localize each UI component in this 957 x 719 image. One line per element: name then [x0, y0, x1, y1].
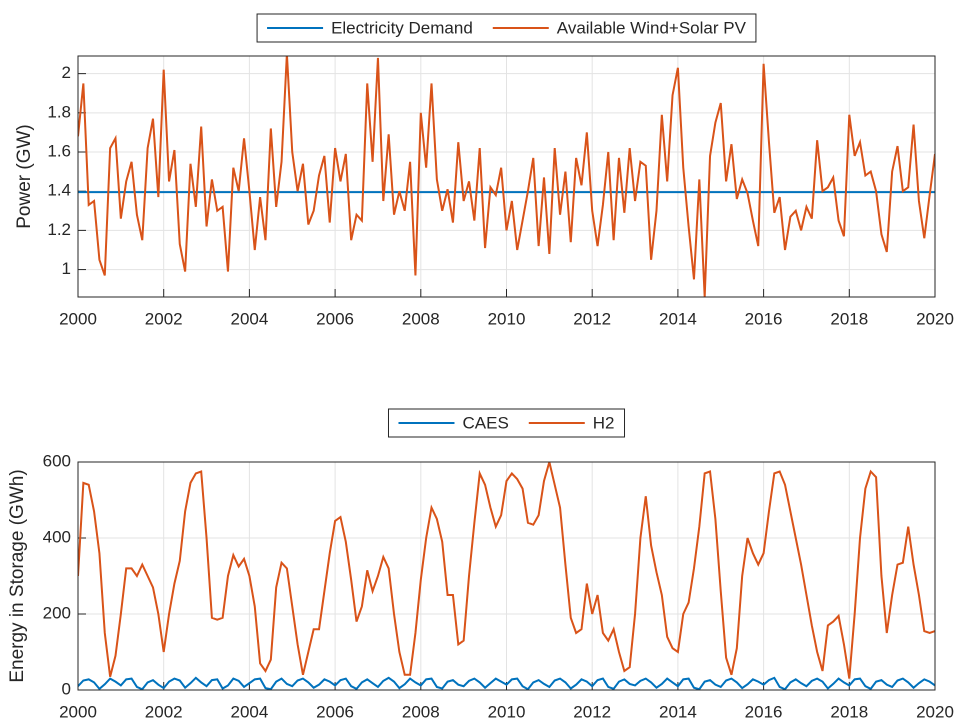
x-tick-label: 2002	[145, 309, 183, 328]
x-tick-label: 2012	[573, 309, 611, 328]
x-tick-label: 2018	[830, 702, 868, 719]
y-tick-label: 400	[43, 527, 71, 546]
legend: Electricity Demand Available Wind+Solar P…	[256, 13, 757, 43]
y-tick-label: 600	[43, 451, 71, 470]
y-tick-label: 2	[62, 63, 71, 82]
x-tick-label: 2004	[230, 702, 268, 719]
x-tick-label: 2020	[916, 309, 954, 328]
x-tick-label: 2018	[830, 309, 868, 328]
x-tick-label: 2008	[402, 309, 440, 328]
legend-label: Electricity Demand	[331, 18, 473, 37]
y-tick-label: 1.2	[47, 220, 71, 239]
y-tick-label: 1.6	[47, 141, 71, 160]
x-tick-label: 2004	[230, 309, 268, 328]
y-axis-label: Energy in Storage (GWh)	[7, 469, 28, 682]
x-tick-label: 2016	[745, 309, 783, 328]
x-tick-label: 2010	[488, 702, 526, 719]
x-tick-label: 2020	[916, 702, 954, 719]
legend-label: Available Wind+Solar PV	[557, 18, 747, 37]
x-tick-label: 2002	[145, 702, 183, 719]
y-tick-label: 1	[62, 259, 71, 278]
x-tick-label: 2006	[316, 309, 354, 328]
legend: CAES H2	[387, 408, 626, 438]
axes-box	[77, 55, 936, 298]
axes-box	[77, 461, 936, 691]
x-tick-label: 2010	[488, 309, 526, 328]
x-tick-label: 2006	[316, 702, 354, 719]
y-tick-label: 1.8	[47, 102, 71, 121]
data-line	[78, 676, 935, 690]
x-tick-label: 2014	[659, 309, 697, 328]
x-tick-label: 2016	[745, 702, 783, 719]
y-tick-label: 200	[43, 603, 71, 622]
legend-label: CAES	[462, 413, 508, 432]
x-tick-label: 2000	[59, 702, 97, 719]
legend-label: H2	[593, 413, 615, 432]
x-tick-label: 2000	[59, 309, 97, 328]
data-line	[78, 56, 935, 297]
y-axis-label: Power (GW)	[14, 124, 35, 229]
y-tick-label: 0	[62, 679, 71, 698]
x-tick-label: 2008	[402, 702, 440, 719]
y-tick-label: 1.4	[47, 181, 71, 200]
x-tick-label: 2012	[573, 702, 611, 719]
x-tick-label: 2014	[659, 702, 697, 719]
data-line	[78, 462, 935, 679]
